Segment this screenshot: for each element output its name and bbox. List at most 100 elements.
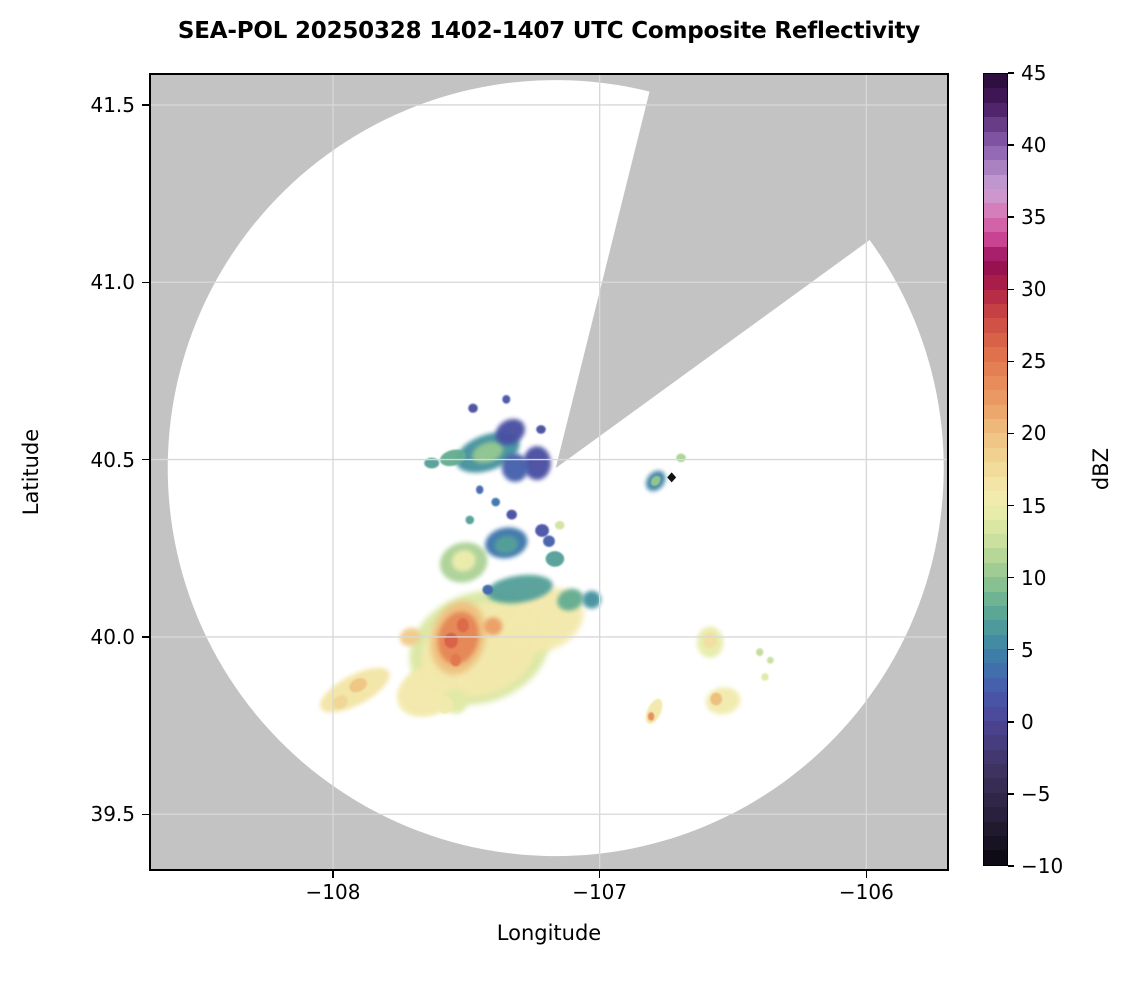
echo-blob xyxy=(703,632,717,649)
y-tick-label: 41.5 xyxy=(90,92,135,117)
colorbar-step xyxy=(984,203,1007,218)
colorbar-tick-label: 30 xyxy=(1021,277,1047,302)
colorbar-step xyxy=(984,289,1007,304)
colorbar-step xyxy=(984,347,1007,362)
echo-blob xyxy=(502,395,511,404)
colorbar-step xyxy=(984,318,1007,333)
x-tick-mark xyxy=(865,871,868,878)
colorbar-tick-mark xyxy=(1008,216,1014,218)
colorbar-step xyxy=(984,419,1007,434)
colorbar-step xyxy=(984,246,1007,261)
colorbar-tick-label: 45 xyxy=(1021,61,1047,85)
colorbar-step xyxy=(984,634,1007,649)
colorbar-step xyxy=(984,649,1007,664)
y-tick-label: 41.0 xyxy=(90,270,135,295)
echo-blob xyxy=(439,449,467,467)
colorbar xyxy=(983,73,1008,866)
colorbar-step xyxy=(984,260,1007,276)
map-plot-area xyxy=(149,73,949,871)
echo-blob xyxy=(647,712,655,721)
echo-blob xyxy=(494,535,519,554)
echo-blob xyxy=(557,588,584,611)
echo-blob xyxy=(710,692,723,706)
x-tick-label: −107 xyxy=(572,880,628,904)
echo-blob xyxy=(676,453,686,463)
echo-blob xyxy=(523,446,551,481)
x-axis-label: Longitude xyxy=(496,921,602,945)
echo-blob xyxy=(465,515,475,525)
colorbar-step xyxy=(984,447,1007,463)
colorbar-tick-mark xyxy=(1008,360,1014,363)
colorbar-tick-label: −10 xyxy=(1021,854,1064,878)
x-tick-mark xyxy=(332,871,334,878)
echo-blob xyxy=(476,485,484,495)
colorbar-step xyxy=(984,821,1007,836)
echo-blob xyxy=(582,590,601,609)
colorbar-tick-mark xyxy=(1008,72,1014,74)
colorbar-tick-label: 0 xyxy=(1021,709,1034,734)
colorbar-tick-label: 35 xyxy=(1021,205,1047,230)
colorbar-tick-label: −5 xyxy=(1021,781,1051,806)
colorbar-step xyxy=(984,835,1007,851)
colorbar-tick-mark xyxy=(1008,793,1014,795)
colorbar-step xyxy=(984,534,1007,549)
echo-blob xyxy=(756,648,764,657)
colorbar-tick-mark xyxy=(1008,432,1014,435)
echo-blob xyxy=(482,584,494,595)
colorbar-step xyxy=(984,74,1007,89)
colorbar-step xyxy=(984,361,1007,376)
colorbar-tick-mark xyxy=(1008,576,1014,579)
colorbar-step xyxy=(984,145,1007,161)
echo-blob xyxy=(451,550,476,572)
colorbar-step xyxy=(984,490,1007,506)
colorbar-step xyxy=(984,778,1007,793)
colorbar-step xyxy=(984,807,1007,822)
echo-blob xyxy=(536,425,546,434)
x-tick-label: −106 xyxy=(838,880,894,904)
echo-blob xyxy=(457,618,469,633)
colorbar-step xyxy=(984,102,1007,118)
colorbar-step xyxy=(984,304,1007,319)
y-tick-label: 40.5 xyxy=(90,447,135,472)
echo-blob xyxy=(501,453,529,482)
colorbar-step xyxy=(984,692,1007,707)
colorbar-step xyxy=(984,519,1007,534)
y-tick-mark xyxy=(142,281,149,283)
colorbar-step xyxy=(984,764,1007,779)
echo-blob xyxy=(495,418,526,445)
site-diamond-marker xyxy=(667,472,677,483)
colorbar-step xyxy=(984,792,1007,808)
colorbar-step xyxy=(984,663,1007,678)
colorbar-tick-mark xyxy=(1008,504,1014,507)
colorbar-tick-mark xyxy=(1008,865,1014,867)
colorbar-step xyxy=(984,117,1007,132)
plot-frame xyxy=(149,73,949,871)
echo-blob xyxy=(506,509,517,520)
echo-blob xyxy=(437,696,453,714)
colorbar-step xyxy=(984,548,1007,563)
colorbar-step xyxy=(984,174,1007,189)
colorbar-step xyxy=(984,433,1007,448)
radar-map-svg xyxy=(149,73,949,871)
x-tick-mark xyxy=(598,871,601,878)
y-tick-mark xyxy=(142,458,149,461)
echo-blob xyxy=(424,457,440,469)
chart-title: SEA-POL 20250328 1402-1407 UTC Composite… xyxy=(177,18,921,44)
y-tick-mark xyxy=(142,636,149,638)
reflectivity-echoes xyxy=(320,395,774,724)
echo-blob xyxy=(650,475,661,487)
echo-blob xyxy=(468,403,478,413)
colorbar-tick-label: 10 xyxy=(1021,565,1047,590)
colorbar-step xyxy=(984,131,1007,146)
colorbar-step xyxy=(984,88,1007,103)
echo-blob xyxy=(554,520,565,530)
colorbar-step xyxy=(984,720,1007,736)
colorbar-tick-mark xyxy=(1008,288,1014,291)
colorbar-tick-label: 15 xyxy=(1021,493,1047,518)
echo-blob xyxy=(486,574,553,604)
colorbar-step xyxy=(984,390,1007,405)
echo-blob xyxy=(444,632,458,649)
colorbar-tick-mark xyxy=(1008,648,1014,651)
colorbar-step xyxy=(984,375,1007,391)
